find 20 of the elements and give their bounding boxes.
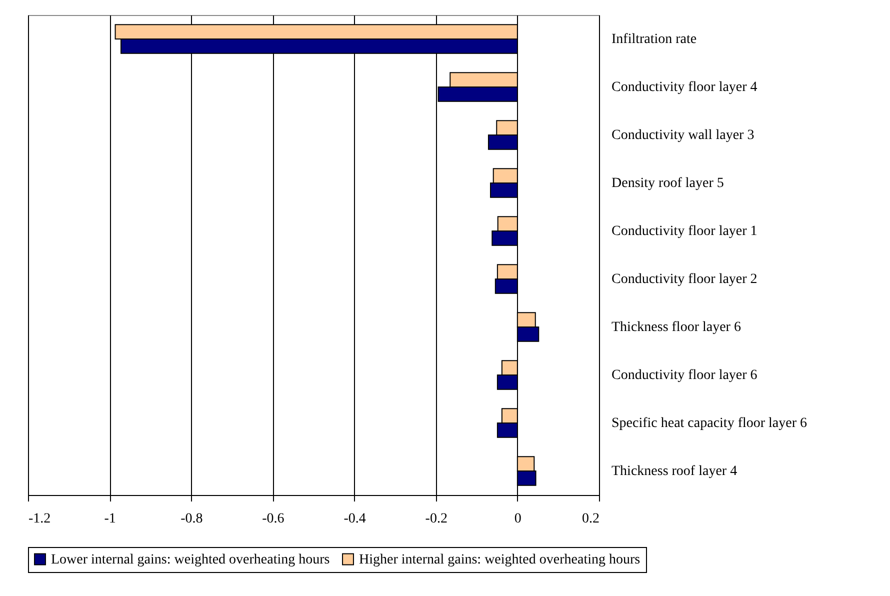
x-tick-label: -1.2 (28, 512, 51, 526)
y-tick-label: Conductivity floor layer 6 (612, 368, 758, 383)
y-tick-label: Conductivity floor layer 1 (612, 224, 758, 239)
x-tick-label: -0.8 (180, 512, 203, 526)
x-tick-label: 0.2 (582, 512, 600, 526)
x-tick-label: -1 (104, 512, 116, 526)
x-tick-label: 0 (514, 512, 522, 526)
y-tick-label: Conductivity floor layer 4 (612, 80, 758, 95)
y-tick-label: Infiltration rate (612, 32, 697, 47)
y-tick-label: Conductivity floor layer 2 (612, 272, 758, 287)
y-tick-label: Density roof layer 5 (612, 176, 724, 191)
y-tick-label: Thickness roof layer 4 (612, 464, 738, 479)
y-tick-label: Conductivity wall layer 3 (612, 128, 754, 143)
x-tick-label: -0.6 (262, 512, 284, 526)
x-tick-label: -0.2 (425, 512, 448, 526)
y-tick-label: Specific heat capacity floor layer 6 (612, 416, 808, 431)
legend-label: Lower internal gains: weighted overheating hours (51, 552, 330, 568)
legend-label: Higher internal gains: weighted overheating hours (359, 552, 640, 568)
x-tick-label: -0.4 (344, 512, 366, 526)
y-tick-label: Thickness floor layer 6 (612, 320, 741, 335)
